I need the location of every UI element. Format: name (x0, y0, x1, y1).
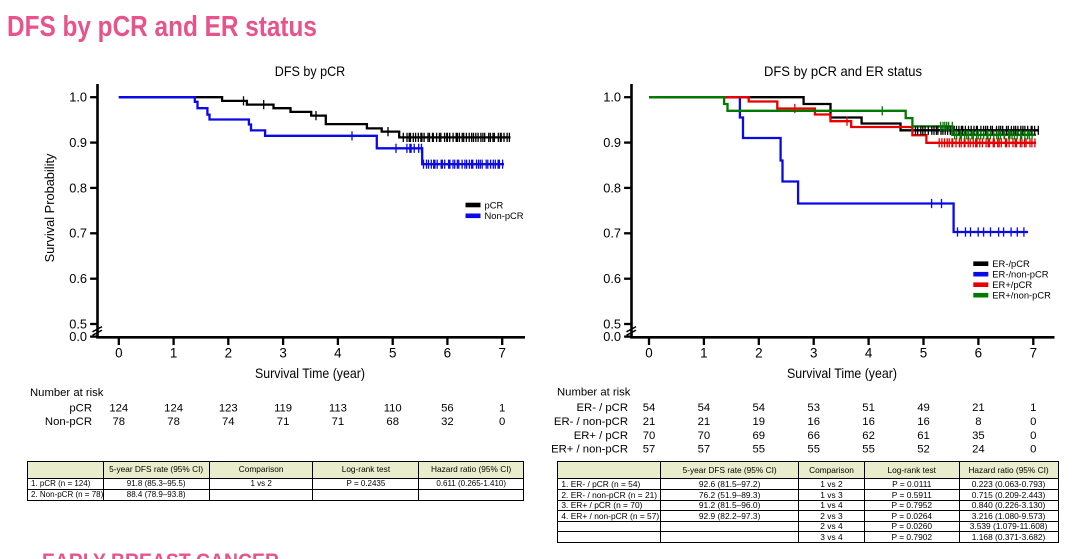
svg-text:21: 21 (698, 416, 711, 428)
svg-text:56: 56 (441, 403, 454, 415)
svg-text:16: 16 (862, 416, 875, 428)
svg-text:0.7: 0.7 (69, 226, 87, 241)
svg-text:16: 16 (917, 416, 930, 428)
svg-text:0.0: 0.0 (69, 329, 87, 344)
svg-text:0.8: 0.8 (603, 180, 621, 195)
svg-text:53: 53 (807, 402, 820, 414)
svg-text:ER-/non-pCR: ER-/non-pCR (992, 269, 1048, 280)
svg-text:1: 1 (700, 346, 707, 361)
svg-text:1.0: 1.0 (603, 90, 621, 105)
svg-text:35: 35 (972, 430, 985, 442)
svg-text:0: 0 (1030, 444, 1036, 456)
svg-text:74: 74 (222, 416, 235, 428)
svg-text:124: 124 (164, 403, 183, 415)
svg-text:0.5: 0.5 (69, 316, 87, 331)
svg-text:2: 2 (755, 346, 762, 361)
svg-text:78: 78 (113, 416, 126, 428)
svg-text:ER+/non-pCR: ER+/non-pCR (992, 290, 1051, 301)
svg-text:0: 0 (115, 346, 122, 361)
svg-text:3: 3 (810, 346, 817, 361)
svg-text:1.0: 1.0 (69, 90, 87, 105)
svg-text:0: 0 (499, 416, 505, 428)
svg-text:Survival Time (year): Survival Time (year) (787, 366, 897, 381)
svg-text:55: 55 (862, 444, 875, 456)
svg-text:32: 32 (441, 416, 454, 428)
svg-text:66: 66 (807, 430, 820, 442)
svg-text:4: 4 (334, 346, 342, 361)
svg-text:0.5: 0.5 (603, 316, 621, 331)
svg-text:54: 54 (753, 402, 766, 414)
svg-text:ER+/pCR: ER+/pCR (992, 279, 1032, 290)
svg-text:70: 70 (698, 430, 711, 442)
svg-text:0.9: 0.9 (69, 135, 87, 150)
svg-text:119: 119 (274, 403, 292, 415)
svg-text:54: 54 (698, 402, 711, 414)
svg-text:55: 55 (753, 444, 766, 456)
svg-text:61: 61 (917, 430, 930, 442)
svg-text:124: 124 (109, 403, 128, 415)
svg-text:69: 69 (753, 430, 766, 442)
svg-text:0.6: 0.6 (69, 271, 87, 286)
svg-text:Non-pCR: Non-pCR (45, 416, 92, 428)
svg-text:71: 71 (277, 416, 290, 428)
svg-text:110: 110 (384, 403, 402, 415)
svg-text:5: 5 (920, 346, 927, 361)
svg-text:ER- / pCR: ER- / pCR (577, 402, 628, 414)
svg-text:0.8: 0.8 (69, 180, 87, 195)
svg-text:4: 4 (865, 346, 873, 361)
svg-text:8: 8 (975, 416, 981, 428)
svg-text:pCR: pCR (69, 403, 92, 415)
svg-text:5: 5 (389, 346, 396, 361)
svg-text:0: 0 (1030, 416, 1036, 428)
svg-text:0: 0 (1030, 430, 1036, 442)
svg-text:49: 49 (917, 402, 930, 414)
svg-text:DFS by pCR and ER status: DFS by pCR and ER status (764, 64, 922, 79)
svg-text:54: 54 (643, 402, 656, 414)
svg-text:ER- / non-pCR: ER- / non-pCR (554, 416, 628, 428)
svg-text:0.0: 0.0 (603, 329, 621, 344)
svg-text:19: 19 (753, 416, 766, 428)
svg-text:ER+ / pCR: ER+ / pCR (574, 430, 628, 442)
svg-text:71: 71 (332, 416, 345, 428)
svg-text:6: 6 (975, 346, 982, 361)
svg-text:1: 1 (1030, 402, 1036, 414)
svg-text:Non-pCR: Non-pCR (485, 210, 524, 221)
svg-text:0: 0 (645, 346, 652, 361)
svg-text:52: 52 (917, 444, 930, 456)
svg-text:EARLY BREAST CANCER: EARLY BREAST CANCER (42, 550, 279, 559)
svg-text:68: 68 (386, 416, 399, 428)
svg-text:2: 2 (225, 346, 232, 361)
svg-text:0.6: 0.6 (603, 271, 621, 286)
svg-text:51: 51 (862, 402, 875, 414)
svg-text:57: 57 (698, 444, 711, 456)
svg-text:0.9: 0.9 (603, 135, 621, 150)
svg-text:6: 6 (444, 346, 451, 361)
svg-text:21: 21 (643, 416, 656, 428)
svg-text:24: 24 (972, 444, 985, 456)
svg-text:123: 123 (219, 403, 238, 415)
svg-text:7: 7 (498, 346, 505, 361)
svg-text:Number at risk: Number at risk (557, 387, 631, 399)
svg-text:pCR: pCR (485, 199, 504, 210)
svg-text:Survival Time (year): Survival Time (year) (255, 366, 365, 381)
svg-text:1: 1 (170, 346, 177, 361)
svg-text:78: 78 (167, 416, 180, 428)
svg-text:Survival Probability: Survival Probability (42, 153, 57, 262)
svg-text:ER+ / non-pCR: ER+ / non-pCR (551, 444, 628, 456)
svg-text:21: 21 (972, 402, 985, 414)
svg-text:0.7: 0.7 (603, 226, 621, 241)
svg-text:1: 1 (499, 403, 505, 415)
svg-text:57: 57 (643, 444, 656, 456)
svg-text:113: 113 (329, 403, 347, 415)
svg-text:ER-/pCR: ER-/pCR (992, 258, 1030, 269)
svg-text:55: 55 (807, 444, 820, 456)
svg-text:70: 70 (643, 430, 656, 442)
svg-text:DFS by pCR: DFS by pCR (275, 64, 346, 79)
svg-text:62: 62 (862, 430, 875, 442)
svg-text:16: 16 (807, 416, 820, 428)
svg-text:7: 7 (1030, 346, 1037, 361)
svg-text:Number at risk: Number at risk (30, 387, 104, 399)
svg-text:3: 3 (279, 346, 286, 361)
